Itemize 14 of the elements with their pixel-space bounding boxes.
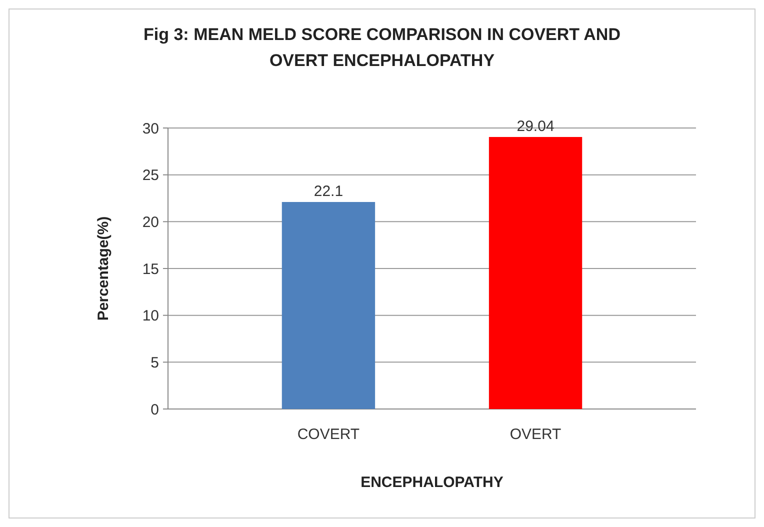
- data-label: 22.1: [314, 182, 344, 200]
- y-axis-title: Percentage(%): [95, 216, 112, 321]
- chart-title: Fig 3: MEAN MELD SCORE COMPARISON IN COVERT AND OVERT ENCEPHALOPATHY: [144, 25, 620, 70]
- y-tick-label: 25: [142, 167, 159, 184]
- y-tick-label: 0: [150, 401, 159, 418]
- data-label: 29.04: [516, 118, 554, 135]
- y-tick-label: 5: [150, 354, 159, 372]
- y-tick-label: 15: [142, 260, 159, 278]
- x-axis-title: ENCEPHALOPATHY: [360, 474, 504, 491]
- y-tick-label: 10: [142, 308, 159, 325]
- y-tick-label: 20: [142, 214, 159, 231]
- x-tick-label: COVERT: [297, 426, 360, 443]
- y-tick-label: 30: [142, 120, 159, 138]
- x-tick-label: OVERT: [510, 426, 562, 443]
